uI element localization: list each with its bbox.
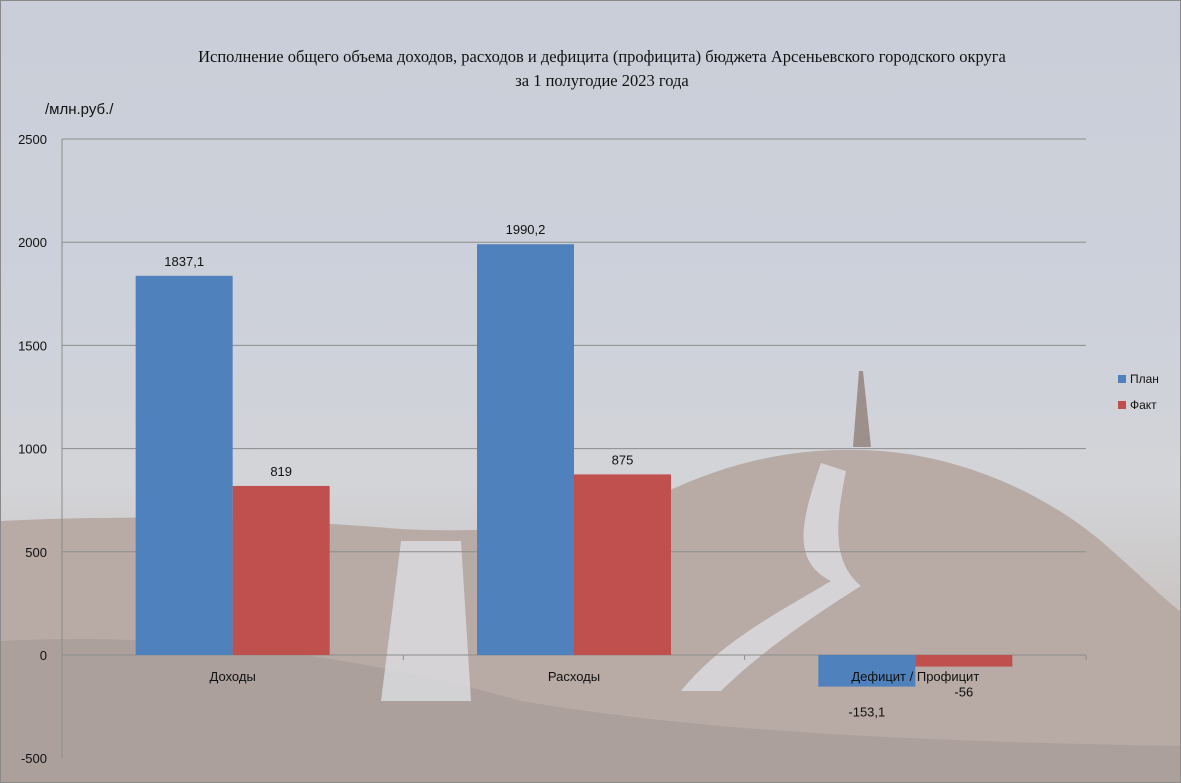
legend-label-plan: План	[1130, 372, 1159, 386]
legend-swatch-plan	[1118, 375, 1126, 383]
bar-fakt	[574, 474, 671, 655]
category-labels: Доходы Расходы Дефицит / Профицит	[210, 669, 980, 684]
y-axis-label: /млн.руб./	[45, 101, 114, 118]
y-tick-label: 1000	[18, 442, 47, 457]
legend-label-fakt: Факт	[1130, 398, 1157, 412]
data-label-plan: 1990,2	[506, 222, 546, 237]
category-label: Дефицит / Профицит	[851, 669, 979, 684]
y-tick-label: 1500	[18, 338, 47, 353]
category-label: Доходы	[210, 669, 256, 684]
category-label: Расходы	[548, 669, 600, 684]
data-label-plan: -153,1	[848, 705, 885, 720]
bar-fakt	[915, 655, 1013, 667]
y-axis-ticks: 2500 2000 1500 1000 500 0 -500	[18, 132, 47, 766]
data-label-fakt: -56	[954, 685, 973, 700]
chart-title: Исполнение общего объема доходов, расход…	[198, 47, 1006, 66]
data-label-fakt: 875	[612, 452, 634, 467]
bar-fakt	[232, 485, 330, 655]
y-tick-label: -500	[21, 751, 47, 766]
data-label-fakt: 819	[270, 464, 292, 479]
y-tick-label: 2000	[18, 235, 47, 250]
y-tick-label: 500	[25, 545, 47, 560]
data-labels: 1837,1 819 1990,2 875 -153,1 -56	[164, 222, 973, 719]
bar-plan	[135, 275, 233, 655]
y-tick-label: 0	[40, 648, 47, 663]
legend-swatch-fakt	[1118, 401, 1126, 409]
bar-plan	[818, 655, 916, 687]
legend-item-fakt: Факт	[1118, 397, 1157, 413]
chart-subtitle: за 1 полугодие 2023 года	[515, 71, 689, 90]
bars	[135, 244, 1013, 687]
legend-item-plan: План	[1118, 371, 1159, 387]
y-tick-label: 2500	[18, 132, 47, 147]
data-label-plan: 1837,1	[164, 254, 204, 269]
bar-plan	[477, 244, 574, 655]
